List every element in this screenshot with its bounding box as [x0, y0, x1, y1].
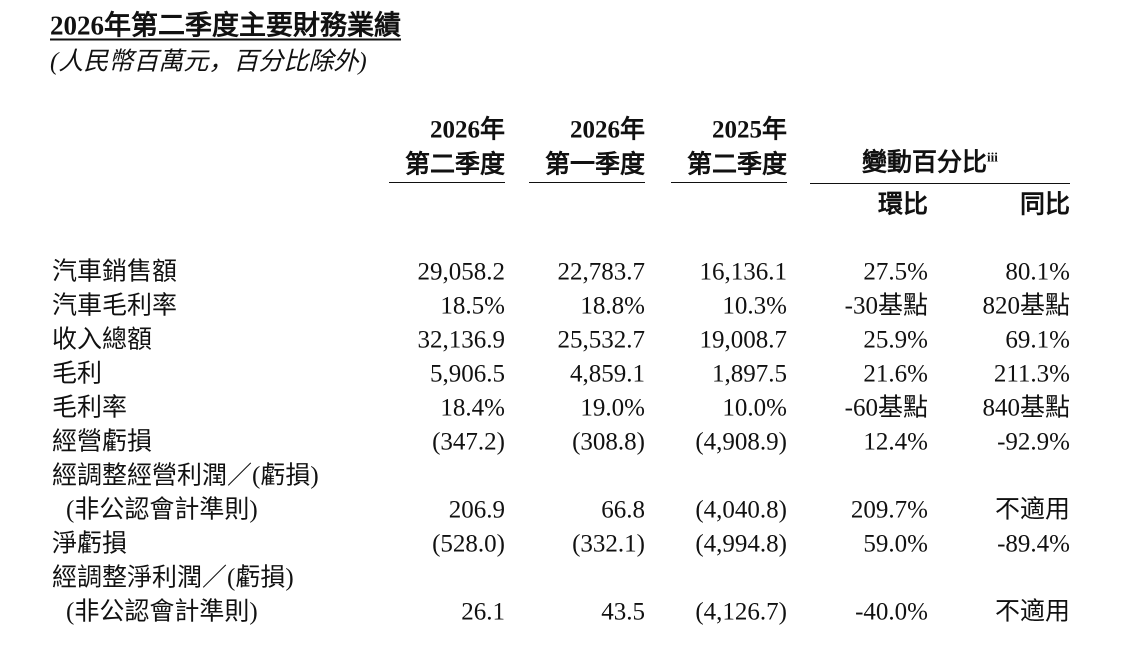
- rule: [810, 183, 1070, 184]
- cell: 32,136.9: [417, 326, 506, 354]
- cell: 211.3%: [993, 360, 1070, 388]
- row-label: (非公認會計準則): [66, 496, 258, 524]
- cell: 22,783.7: [557, 258, 646, 286]
- cell: -92.9%: [997, 428, 1070, 456]
- row-label: 毛利: [52, 360, 103, 388]
- cell: 206.9: [448, 496, 505, 524]
- cell: 66.8: [601, 496, 645, 524]
- cell: 不適用: [994, 598, 1070, 626]
- cell: 21.6%: [863, 360, 928, 388]
- cell: 1,897.5: [712, 360, 787, 388]
- row-label: (非公認會計準則): [66, 598, 258, 626]
- cell: -60基點: [844, 394, 928, 422]
- column-header: 2026年: [429, 116, 505, 144]
- row-label: 汽車銷售額: [52, 258, 178, 286]
- cell: 不適用: [994, 496, 1070, 524]
- change-subheader: 同比: [1019, 191, 1070, 219]
- column-header: 第二季度: [686, 151, 787, 179]
- rule: [389, 182, 505, 183]
- cell: (347.2): [432, 428, 505, 456]
- cell: 18.5%: [440, 292, 505, 320]
- cell: 16,136.1: [699, 258, 788, 286]
- cell: 69.1%: [1005, 326, 1070, 354]
- cell: (4,994.8): [695, 530, 787, 558]
- row-label: 經調整經營利潤／(虧損): [52, 462, 319, 490]
- cell: (308.8): [572, 428, 645, 456]
- cell: 25.9%: [863, 326, 928, 354]
- rule: [529, 182, 645, 183]
- cell: 26.1: [461, 598, 505, 626]
- cell: 12.4%: [863, 428, 928, 456]
- column-header: 第一季度: [544, 151, 645, 179]
- cell: -30基點: [844, 292, 928, 320]
- cell: 19,008.7: [699, 326, 788, 354]
- column-header: 第二季度: [404, 151, 505, 179]
- cell: 840基點: [982, 394, 1070, 422]
- cell: (528.0): [432, 530, 505, 558]
- row-label: 毛利率: [52, 394, 128, 422]
- row-label: 經營虧損: [52, 428, 153, 456]
- cell: 43.5: [601, 598, 645, 626]
- row-label: 汽車毛利率: [52, 292, 178, 320]
- row-label: 收入總額: [52, 326, 153, 354]
- cell: 18.4%: [440, 394, 505, 422]
- cell: 10.3%: [722, 292, 787, 320]
- cell: (4,908.9): [695, 428, 787, 456]
- cell: -40.0%: [855, 598, 928, 626]
- cell: 209.7%: [850, 496, 928, 524]
- change-header: 變動百分比iii: [862, 150, 998, 175]
- column-header: 2025年: [711, 116, 787, 144]
- row-label: 淨虧損: [52, 530, 128, 558]
- cell: -89.4%: [997, 530, 1070, 558]
- cell: 5,906.5: [430, 360, 505, 388]
- cell: 19.0%: [580, 394, 645, 422]
- cell: (332.1): [572, 530, 645, 558]
- row-label: 經調整淨利潤／(虧損): [52, 564, 294, 592]
- change-subheader: 環比: [877, 191, 928, 219]
- subtitle: (人民幣百萬元，百分比除外): [50, 48, 367, 76]
- cell: (4,126.7): [695, 598, 787, 626]
- cell: (4,040.8): [695, 496, 787, 524]
- title: 2026年第二季度主要財務業績: [50, 10, 401, 41]
- change-header-text: 變動百分比: [862, 149, 988, 177]
- rule: [671, 182, 787, 183]
- cell: 4,859.1: [570, 360, 645, 388]
- footnote-ref: iii: [987, 149, 998, 165]
- cell: 18.8%: [580, 292, 645, 320]
- cell: 27.5%: [863, 258, 928, 286]
- column-header: 2026年: [569, 116, 645, 144]
- cell: 29,058.2: [417, 258, 506, 286]
- cell: 820基點: [982, 292, 1070, 320]
- cell: 10.0%: [722, 394, 787, 422]
- cell: 80.1%: [1005, 258, 1070, 286]
- cell: 25,532.7: [557, 326, 646, 354]
- cell: 59.0%: [863, 530, 928, 558]
